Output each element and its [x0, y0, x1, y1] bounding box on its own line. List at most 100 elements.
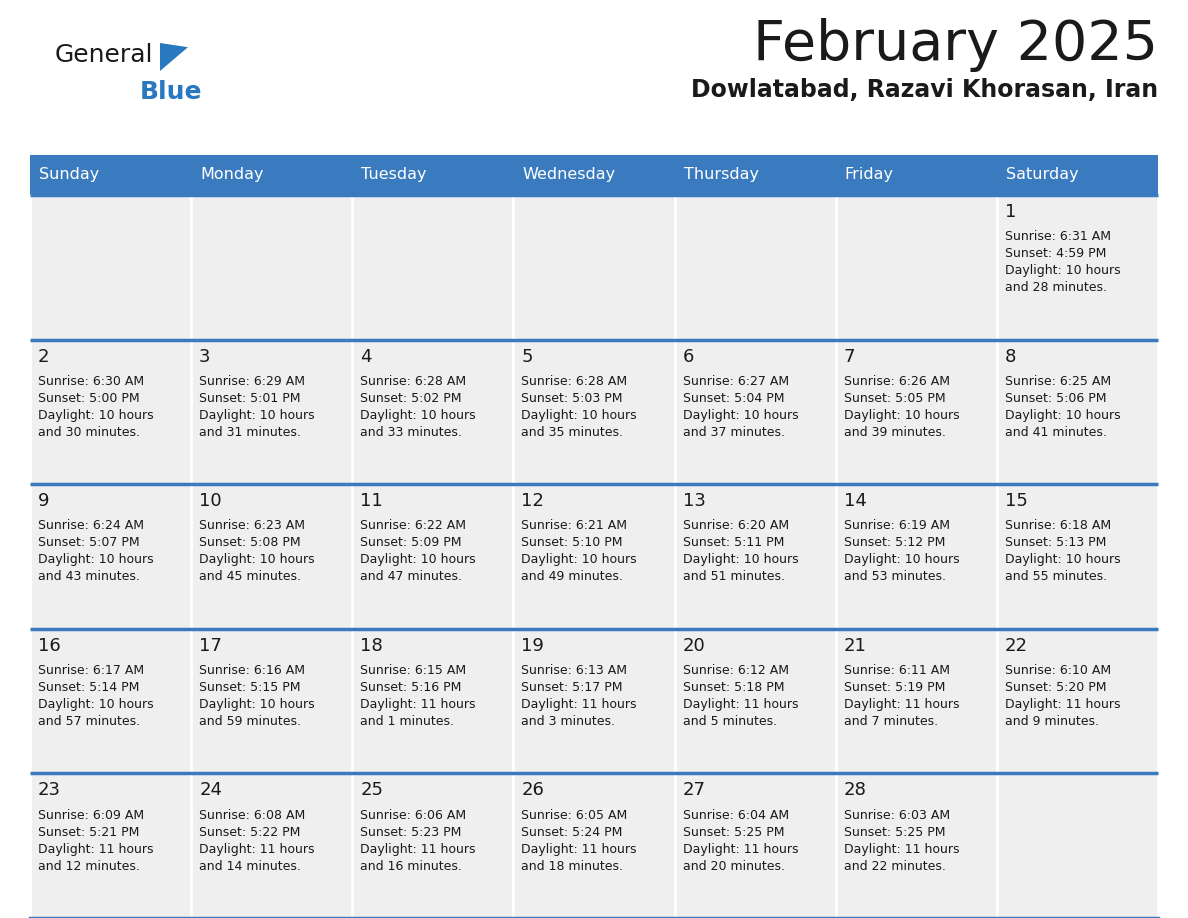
Text: Daylight: 11 hours: Daylight: 11 hours — [38, 843, 153, 856]
Text: Friday: Friday — [845, 167, 893, 183]
Bar — [835, 340, 997, 484]
Text: and 18 minutes.: and 18 minutes. — [522, 859, 624, 873]
Text: Thursday: Thursday — [683, 167, 759, 183]
Text: Sunday: Sunday — [39, 167, 100, 183]
Bar — [191, 629, 353, 773]
Text: Sunset: 5:15 PM: Sunset: 5:15 PM — [200, 681, 301, 694]
Text: 24: 24 — [200, 781, 222, 800]
Text: Wednesday: Wednesday — [523, 167, 615, 183]
Text: Sunset: 5:04 PM: Sunset: 5:04 PM — [683, 392, 784, 405]
Text: 22: 22 — [1005, 637, 1028, 655]
Text: and 49 minutes.: and 49 minutes. — [522, 570, 624, 584]
Text: and 31 minutes.: and 31 minutes. — [200, 426, 301, 439]
Text: 1: 1 — [1005, 203, 1016, 221]
Text: 14: 14 — [843, 492, 866, 510]
Text: and 45 minutes.: and 45 minutes. — [200, 570, 301, 584]
Bar — [675, 773, 835, 918]
Text: Sunset: 5:13 PM: Sunset: 5:13 PM — [1005, 536, 1106, 549]
Bar — [353, 155, 513, 195]
Text: Sunset: 5:20 PM: Sunset: 5:20 PM — [1005, 681, 1106, 694]
Text: 19: 19 — [522, 637, 544, 655]
Text: Sunset: 5:24 PM: Sunset: 5:24 PM — [522, 825, 623, 839]
Text: Sunrise: 6:18 AM: Sunrise: 6:18 AM — [1005, 520, 1111, 532]
Text: Sunrise: 6:30 AM: Sunrise: 6:30 AM — [38, 375, 144, 387]
Text: Saturday: Saturday — [1006, 167, 1079, 183]
Text: Daylight: 11 hours: Daylight: 11 hours — [360, 843, 475, 856]
Bar — [191, 155, 353, 195]
Text: Sunrise: 6:20 AM: Sunrise: 6:20 AM — [683, 520, 789, 532]
Text: Sunset: 5:23 PM: Sunset: 5:23 PM — [360, 825, 462, 839]
Text: Daylight: 10 hours: Daylight: 10 hours — [200, 409, 315, 421]
Bar — [675, 484, 835, 629]
Polygon shape — [160, 43, 188, 71]
Bar — [835, 155, 997, 195]
Text: and 43 minutes.: and 43 minutes. — [38, 570, 140, 584]
Text: 21: 21 — [843, 637, 866, 655]
Text: Sunrise: 6:16 AM: Sunrise: 6:16 AM — [200, 664, 305, 677]
Text: Sunset: 5:22 PM: Sunset: 5:22 PM — [200, 825, 301, 839]
Text: 4: 4 — [360, 348, 372, 365]
Text: Sunrise: 6:09 AM: Sunrise: 6:09 AM — [38, 809, 144, 822]
Bar — [835, 484, 997, 629]
Text: Daylight: 10 hours: Daylight: 10 hours — [843, 409, 960, 421]
Bar — [513, 773, 675, 918]
Text: Blue: Blue — [140, 80, 202, 104]
Text: February 2025: February 2025 — [753, 18, 1158, 72]
Text: 10: 10 — [200, 492, 222, 510]
Text: Sunset: 5:03 PM: Sunset: 5:03 PM — [522, 392, 623, 405]
Text: Daylight: 10 hours: Daylight: 10 hours — [38, 698, 153, 711]
Bar — [675, 629, 835, 773]
Bar — [353, 773, 513, 918]
Bar — [191, 773, 353, 918]
Text: and 37 minutes.: and 37 minutes. — [683, 426, 784, 439]
Text: 11: 11 — [360, 492, 383, 510]
Text: and 16 minutes.: and 16 minutes. — [360, 859, 462, 873]
Text: and 51 minutes.: and 51 minutes. — [683, 570, 784, 584]
Text: and 22 minutes.: and 22 minutes. — [843, 859, 946, 873]
Text: Sunset: 5:01 PM: Sunset: 5:01 PM — [200, 392, 301, 405]
Bar — [353, 195, 513, 340]
Text: Sunrise: 6:03 AM: Sunrise: 6:03 AM — [843, 809, 950, 822]
Text: Sunset: 5:07 PM: Sunset: 5:07 PM — [38, 536, 140, 549]
Text: Daylight: 10 hours: Daylight: 10 hours — [1005, 554, 1120, 566]
Text: 8: 8 — [1005, 348, 1016, 365]
Bar — [835, 195, 997, 340]
Text: Sunrise: 6:23 AM: Sunrise: 6:23 AM — [200, 520, 305, 532]
Text: Daylight: 10 hours: Daylight: 10 hours — [683, 409, 798, 421]
Text: and 28 minutes.: and 28 minutes. — [1005, 281, 1107, 294]
Bar — [675, 340, 835, 484]
Text: Sunrise: 6:26 AM: Sunrise: 6:26 AM — [843, 375, 949, 387]
Text: and 14 minutes.: and 14 minutes. — [200, 859, 301, 873]
Bar — [997, 340, 1158, 484]
Text: Sunset: 5:14 PM: Sunset: 5:14 PM — [38, 681, 139, 694]
Text: Sunset: 5:08 PM: Sunset: 5:08 PM — [200, 536, 301, 549]
Text: Daylight: 10 hours: Daylight: 10 hours — [1005, 409, 1120, 421]
Text: 27: 27 — [683, 781, 706, 800]
Text: 15: 15 — [1005, 492, 1028, 510]
Text: Sunrise: 6:04 AM: Sunrise: 6:04 AM — [683, 809, 789, 822]
Text: 2: 2 — [38, 348, 50, 365]
Text: Sunset: 5:09 PM: Sunset: 5:09 PM — [360, 536, 462, 549]
Bar — [513, 629, 675, 773]
Text: Sunrise: 6:06 AM: Sunrise: 6:06 AM — [360, 809, 467, 822]
Text: Sunset: 5:16 PM: Sunset: 5:16 PM — [360, 681, 462, 694]
Text: Sunrise: 6:25 AM: Sunrise: 6:25 AM — [1005, 375, 1111, 387]
Text: Daylight: 10 hours: Daylight: 10 hours — [200, 698, 315, 711]
Text: Sunrise: 6:28 AM: Sunrise: 6:28 AM — [522, 375, 627, 387]
Bar — [191, 340, 353, 484]
Text: Daylight: 11 hours: Daylight: 11 hours — [522, 843, 637, 856]
Text: 20: 20 — [683, 637, 706, 655]
Text: Sunset: 5:10 PM: Sunset: 5:10 PM — [522, 536, 623, 549]
Bar — [353, 340, 513, 484]
Text: Tuesday: Tuesday — [361, 167, 426, 183]
Bar — [835, 773, 997, 918]
Bar — [30, 195, 191, 340]
Bar — [997, 773, 1158, 918]
Text: Dowlatabad, Razavi Khorasan, Iran: Dowlatabad, Razavi Khorasan, Iran — [691, 78, 1158, 102]
Bar — [513, 340, 675, 484]
Text: Daylight: 10 hours: Daylight: 10 hours — [522, 554, 637, 566]
Text: Daylight: 11 hours: Daylight: 11 hours — [200, 843, 315, 856]
Text: and 30 minutes.: and 30 minutes. — [38, 426, 140, 439]
Bar — [353, 629, 513, 773]
Text: Sunrise: 6:21 AM: Sunrise: 6:21 AM — [522, 520, 627, 532]
